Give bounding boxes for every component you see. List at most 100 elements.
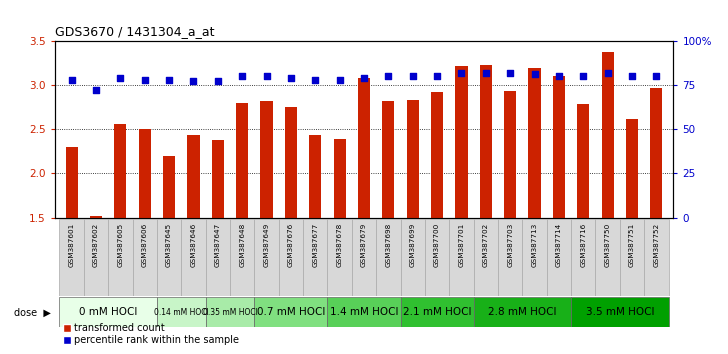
Text: GSM387751: GSM387751 (629, 223, 635, 267)
Bar (620, 219, 644, 296)
Bar (474, 219, 498, 296)
Text: GSM387700: GSM387700 (434, 223, 440, 267)
Bar (205, 297, 254, 327)
Bar (108, 219, 132, 296)
Text: GSM387698: GSM387698 (385, 223, 392, 267)
Bar (157, 297, 205, 327)
Point (407, 73, 419, 79)
Text: GSM387702: GSM387702 (483, 223, 488, 267)
Point (309, 77, 321, 82)
Bar (181, 219, 205, 296)
Point (261, 73, 272, 79)
Bar (279, 219, 303, 296)
Text: 0.14 mM HOCl: 0.14 mM HOCl (154, 308, 209, 317)
Point (529, 72, 540, 77)
Bar (523, 219, 547, 296)
Bar (261, 101, 273, 218)
Point (90, 87, 102, 93)
Point (212, 79, 223, 84)
Point (431, 73, 443, 79)
Bar (407, 100, 419, 218)
Bar (187, 135, 199, 218)
Text: 2.1 mM HOCl: 2.1 mM HOCl (403, 307, 471, 318)
Bar (309, 135, 321, 218)
Bar (60, 297, 157, 327)
Bar (303, 219, 328, 296)
Text: GSM387678: GSM387678 (336, 223, 343, 267)
Bar (382, 101, 395, 218)
Text: GSM387677: GSM387677 (312, 223, 318, 267)
Bar (84, 219, 108, 296)
Point (626, 73, 638, 79)
Bar (254, 219, 279, 296)
Point (480, 70, 491, 75)
Bar (205, 219, 230, 296)
Text: GSM387716: GSM387716 (580, 223, 586, 267)
Bar (157, 219, 181, 296)
Bar (236, 103, 248, 218)
Text: GSM387699: GSM387699 (410, 223, 416, 267)
Text: 0.35 mM HOCl: 0.35 mM HOCl (202, 308, 258, 317)
Bar (571, 297, 668, 327)
Bar (328, 219, 352, 296)
Text: dose  ▶: dose ▶ (14, 307, 51, 318)
Bar (650, 88, 662, 218)
Text: GSM387647: GSM387647 (215, 223, 221, 267)
Bar (571, 219, 596, 296)
Text: GSM387714: GSM387714 (556, 223, 562, 267)
Point (602, 70, 614, 75)
Text: GSM387645: GSM387645 (166, 223, 172, 267)
Text: GSM387601: GSM387601 (68, 223, 75, 267)
Bar (474, 297, 571, 327)
Bar (138, 129, 151, 218)
Point (188, 79, 199, 84)
Point (577, 73, 589, 79)
Legend: transformed count, percentile rank within the sample: transformed count, percentile rank withi… (60, 319, 243, 349)
Bar (114, 124, 127, 218)
Text: GSM387649: GSM387649 (264, 223, 269, 267)
Bar (285, 107, 297, 218)
Bar (333, 139, 346, 218)
Point (114, 75, 126, 81)
Text: GSM387648: GSM387648 (240, 223, 245, 267)
Text: GSM387605: GSM387605 (117, 223, 123, 267)
Text: GSM387752: GSM387752 (653, 223, 660, 267)
Bar (644, 219, 668, 296)
Text: GSM387679: GSM387679 (361, 223, 367, 267)
Bar (400, 297, 474, 327)
Text: GSM387703: GSM387703 (507, 223, 513, 267)
Bar (328, 297, 400, 327)
Text: 3.5 mM HOCl: 3.5 mM HOCl (585, 307, 654, 318)
Bar (455, 67, 467, 218)
Bar (504, 91, 516, 218)
Bar (431, 92, 443, 218)
Text: 2.8 mM HOCl: 2.8 mM HOCl (488, 307, 557, 318)
Text: GSM387750: GSM387750 (605, 223, 611, 267)
Bar (132, 219, 157, 296)
Text: 0 mM HOCl: 0 mM HOCl (79, 307, 138, 318)
Bar (449, 219, 474, 296)
Bar (547, 219, 571, 296)
Bar (498, 219, 523, 296)
Text: GDS3670 / 1431304_a_at: GDS3670 / 1431304_a_at (55, 25, 214, 38)
Bar (601, 52, 614, 218)
Point (163, 77, 175, 82)
Bar (376, 219, 400, 296)
Bar (480, 65, 492, 218)
Bar (596, 219, 620, 296)
Bar (60, 219, 84, 296)
Point (237, 73, 248, 79)
Point (358, 75, 370, 81)
Point (334, 77, 346, 82)
Bar (163, 156, 175, 218)
Bar (400, 219, 425, 296)
Point (553, 73, 565, 79)
Text: 1.4 mM HOCl: 1.4 mM HOCl (330, 307, 398, 318)
Point (651, 73, 662, 79)
Bar (626, 119, 638, 218)
Text: GSM387701: GSM387701 (459, 223, 464, 267)
Text: GSM387606: GSM387606 (142, 223, 148, 267)
Bar (254, 297, 328, 327)
Point (382, 73, 394, 79)
Bar (66, 147, 78, 218)
